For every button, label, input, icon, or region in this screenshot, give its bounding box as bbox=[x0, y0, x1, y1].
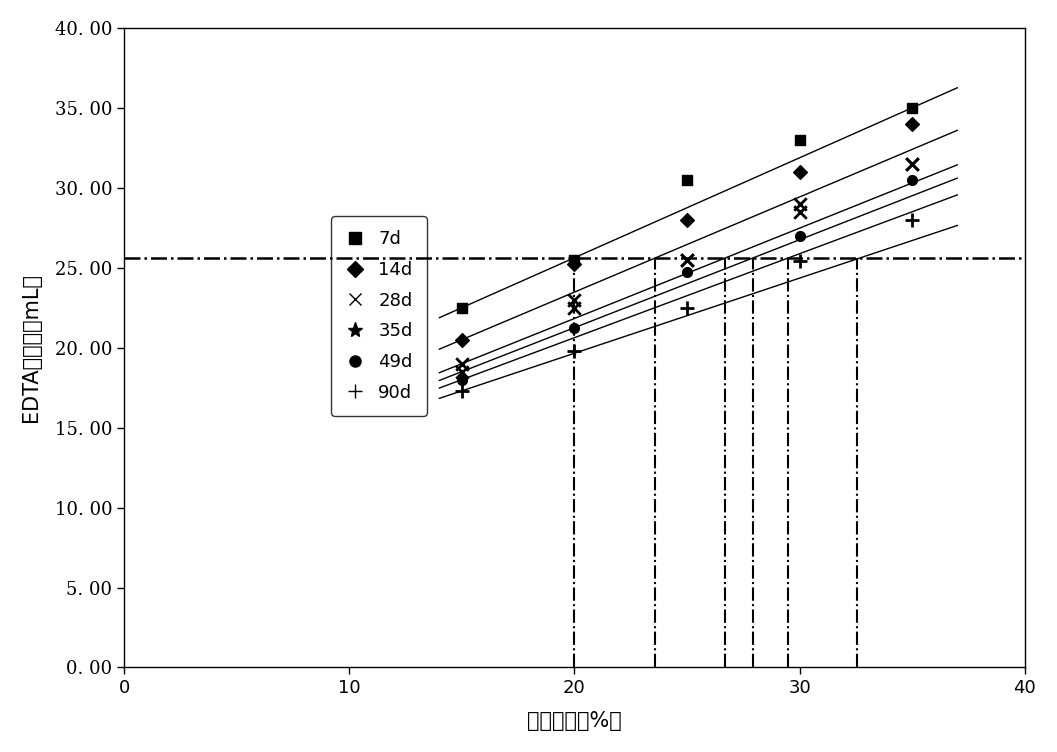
Point bbox=[565, 302, 582, 314]
Point bbox=[792, 165, 809, 177]
Point bbox=[792, 134, 809, 146]
Point bbox=[792, 206, 809, 218]
Point bbox=[904, 102, 921, 114]
Point bbox=[565, 253, 582, 265]
Legend: 7d, 14d, 28d, 35d, 49d, 90d: 7d, 14d, 28d, 35d, 49d, 90d bbox=[331, 216, 427, 416]
Point bbox=[792, 255, 809, 267]
Point bbox=[904, 174, 921, 186]
X-axis label: 水泥剂量（%）: 水泥剂量（%） bbox=[527, 711, 622, 731]
Point bbox=[565, 259, 582, 271]
Point bbox=[453, 365, 470, 378]
Y-axis label: EDTA消耗量（mL）: EDTA消耗量（mL） bbox=[21, 273, 41, 422]
Point bbox=[453, 302, 470, 314]
Point bbox=[565, 294, 582, 306]
Point bbox=[679, 266, 696, 278]
Point bbox=[565, 345, 582, 357]
Point bbox=[904, 214, 921, 226]
Point bbox=[453, 374, 470, 386]
Point bbox=[679, 214, 696, 226]
Point bbox=[453, 358, 470, 370]
Point bbox=[453, 385, 470, 397]
Point bbox=[679, 174, 696, 186]
Point bbox=[679, 302, 696, 314]
Point bbox=[565, 323, 582, 335]
Point bbox=[792, 229, 809, 241]
Point bbox=[679, 253, 696, 265]
Point bbox=[904, 158, 921, 170]
Point bbox=[904, 118, 921, 130]
Point bbox=[679, 253, 696, 265]
Point bbox=[453, 334, 470, 346]
Point bbox=[904, 158, 921, 170]
Point bbox=[792, 198, 809, 210]
